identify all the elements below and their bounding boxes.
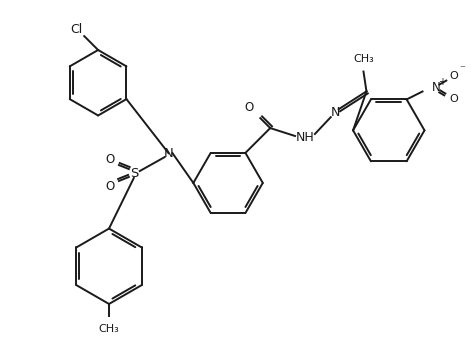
Text: O: O	[105, 153, 114, 166]
Text: N: N	[331, 106, 341, 119]
Text: O: O	[449, 94, 458, 104]
Text: O: O	[245, 101, 254, 114]
Text: NH: NH	[296, 132, 315, 145]
Text: +: +	[438, 77, 447, 86]
Text: N: N	[164, 147, 174, 160]
Text: CH₃: CH₃	[353, 54, 374, 64]
Text: Cl: Cl	[70, 23, 82, 36]
Text: S: S	[130, 167, 138, 180]
Text: ⁻: ⁻	[459, 65, 465, 75]
Text: O: O	[449, 71, 458, 80]
Text: O: O	[105, 180, 114, 194]
Text: CH₃: CH₃	[99, 324, 119, 334]
Text: N: N	[432, 81, 441, 94]
